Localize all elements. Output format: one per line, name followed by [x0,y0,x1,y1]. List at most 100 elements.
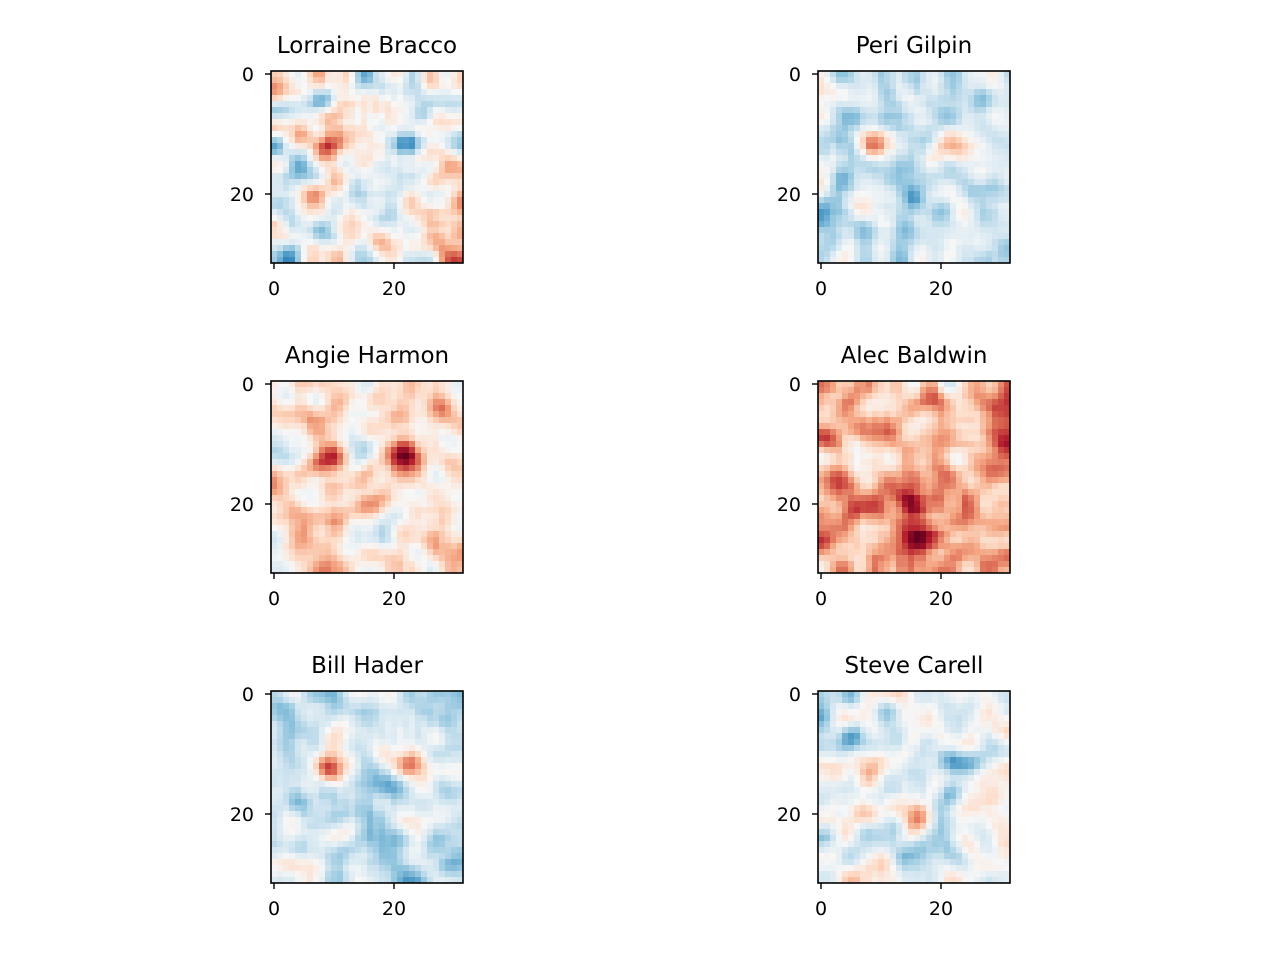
heatmap-cell [986,191,993,198]
heatmap-cell [854,549,861,556]
heatmap-cell [373,453,380,460]
heatmap-cell [379,507,386,514]
heatmap-cell [866,561,873,568]
heatmap-cell [385,95,392,102]
heatmap-cell [301,411,308,418]
heatmap-cell [878,489,885,496]
heatmap-cell [457,459,464,466]
heatmap-cell [391,393,398,400]
heatmap-cell [950,477,957,484]
heatmap-cell [890,453,897,460]
heatmap-cell [385,817,392,824]
heatmap-cell [878,447,885,454]
heatmap-cell [349,697,356,704]
heatmap-cell [974,441,981,448]
heatmap-cell [866,161,873,168]
heatmap-cell [968,77,975,84]
heatmap-cell [415,525,422,532]
heatmap-cell [427,477,434,484]
heatmap-cell [824,143,831,150]
heatmap-cell [331,239,338,246]
heatmap-cell [439,799,446,806]
heatmap-cell [427,89,434,96]
heatmap-cell [992,107,999,114]
heatmap-cell [932,239,939,246]
heatmap-cell [415,519,422,526]
heatmap-cell [986,495,993,502]
heatmap-cell [289,95,296,102]
heatmap-cell [854,161,861,168]
heatmap-cell [379,173,386,180]
heatmap-cell [337,441,344,448]
heatmap-cell [325,465,332,472]
heatmap-cell [313,757,320,764]
heatmap-cell [884,77,891,84]
heatmap-cell [391,77,398,84]
heatmap-cell [926,257,933,264]
heatmap-cell [271,143,278,150]
heatmap-cell [439,441,446,448]
heatmap-cell [355,89,362,96]
heatmap-cell [367,829,374,836]
heatmap-cell [842,131,849,138]
heatmap-cell [397,519,404,526]
heatmap-cell [998,239,1005,246]
heatmap-cell [391,209,398,216]
heatmap-cell [998,209,1005,216]
heatmap-cell [325,787,332,794]
heatmap-cell [986,555,993,562]
heatmap-cell [998,519,1005,526]
heatmap-cell [902,447,909,454]
heatmap-cell [379,89,386,96]
heatmap-cell [307,191,314,198]
heatmap-cell [818,101,825,108]
heatmap-cell [421,775,428,782]
heatmap-cell [872,423,879,430]
heatmap-cell [902,149,909,156]
heatmap-cell [992,513,999,520]
heatmap-cell [992,399,999,406]
heatmap-cell [349,805,356,812]
heatmap-cell [271,89,278,96]
heatmap-cell [415,209,422,216]
heatmap-cell [974,495,981,502]
heatmap-cell [445,459,452,466]
heatmap-cell [289,567,296,574]
heatmap-cell [349,185,356,192]
heatmap-cell [421,471,428,478]
heatmap-cell [956,185,963,192]
heatmap-cell [974,561,981,568]
heatmap-cell [325,393,332,400]
heatmap-cell [283,161,290,168]
heatmap-cell [295,83,302,90]
heatmap-cell [271,477,278,484]
heatmap-cell [331,549,338,556]
heatmap-cell [409,95,416,102]
heatmap-cell [331,721,338,728]
heatmap-cell [301,227,308,234]
heatmap-cell [379,805,386,812]
heatmap-cell [355,429,362,436]
heatmap-cell [421,209,428,216]
heatmap-cell [433,745,440,752]
heatmap-cell [271,185,278,192]
heatmap-cell [385,179,392,186]
heatmap-cell [397,227,404,234]
heatmap-cell [319,829,326,836]
heatmap-cell [295,543,302,550]
heatmap-cell [439,239,446,246]
heatmap-cell [397,381,404,388]
heatmap-cell [385,77,392,84]
heatmap-cell [271,77,278,84]
heatmap-cell [860,167,867,174]
heatmap-cell [944,537,951,544]
heatmap-cell [409,155,416,162]
heatmap-cell [301,441,308,448]
heatmap-cell [427,769,434,776]
heatmap-cell [331,209,338,216]
heatmap-cell [451,417,458,424]
heatmap-cell [421,829,428,836]
heatmap-cell [427,119,434,126]
heatmap-cell [824,477,831,484]
heatmap-cell [277,161,284,168]
